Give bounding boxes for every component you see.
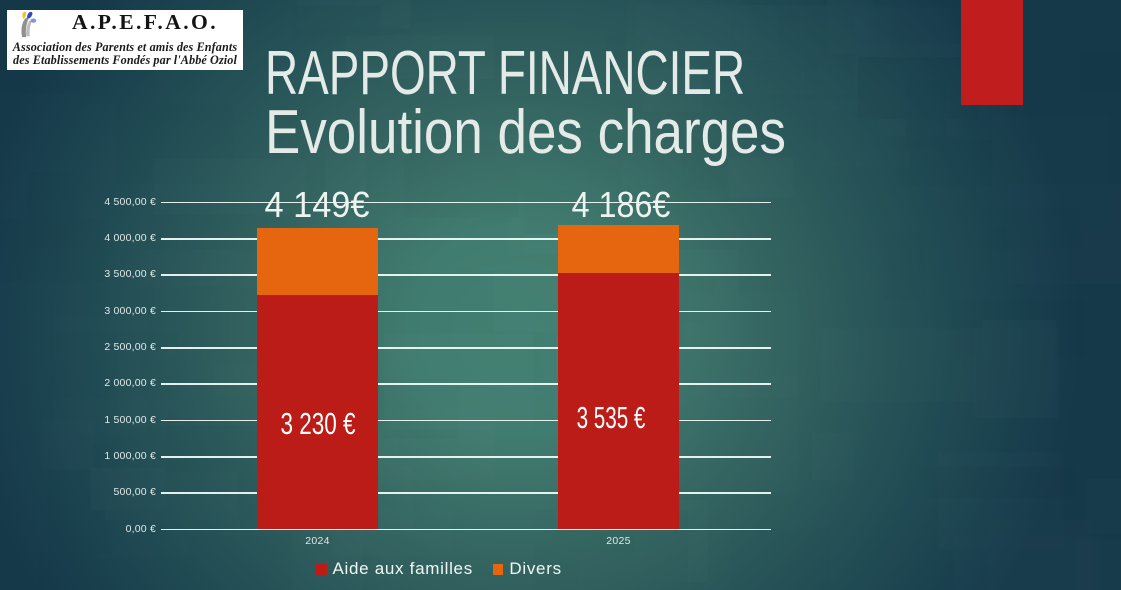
y-axis-tick-label: 3 500,00 € [104, 268, 156, 281]
bar-total-label: 4 149€ [264, 183, 370, 225]
y-axis-tick-label: 1 000,00 € [104, 450, 156, 463]
apefao-logo: A.P.E.F.A.O. Association des Parents et … [7, 10, 243, 70]
gridline [161, 456, 771, 458]
x-axis-tick-label: 2025 [606, 534, 631, 547]
y-axis-tick-label: 1 500,00 € [104, 413, 156, 426]
y-axis-tick-label: 4 000,00 € [104, 232, 156, 245]
legend-item-series2: Divers [492, 558, 562, 578]
y-axis-tick-label: 2 500,00 € [104, 341, 156, 354]
bar-segment-series1-2024 [257, 294, 378, 530]
bar-data-label: 3 230 € [280, 407, 356, 441]
bar-segment-series1-2025 [558, 272, 679, 530]
y-axis-tick-label: 2 000,00 € [104, 377, 156, 390]
gridline [161, 528, 771, 531]
y-axis-tick-label: 4 500,00 € [104, 195, 156, 208]
y-axis-tick-label: 500,00 € [113, 486, 156, 499]
legend-label: Aide aux familles [332, 558, 473, 578]
legend-item-series1: Aide aux familles [316, 560, 473, 577]
legend-label: Divers [509, 558, 562, 578]
gridline [161, 274, 771, 276]
bar-segment-series2-2025 [558, 225, 679, 273]
logo-figure-icon [17, 11, 38, 43]
gridline [161, 347, 771, 349]
x-axis-tick-label: 2024 [305, 534, 330, 547]
y-axis-tick-label: 0,00 € [125, 522, 156, 535]
slide-title-line1: RAPPORT FINANCIER [265, 38, 746, 108]
legend-swatch-icon [492, 564, 504, 575]
y-axis-tick-label: 3 000,00 € [104, 304, 156, 317]
gridline [161, 383, 771, 385]
gridline [161, 419, 771, 422]
gridline [161, 201, 771, 204]
chart-legend: Aide aux familles Divers [316, 560, 562, 577]
gridline [161, 492, 771, 494]
legend-swatch-icon [316, 564, 327, 575]
logo-subtitle-line2: des Etablissements Fondés par l'Abbé Ozi… [13, 52, 237, 67]
bar-data-label: 3 535 € [576, 401, 646, 435]
gridline [161, 238, 771, 240]
gridline [161, 310, 771, 313]
bar-segment-series2-2024 [257, 228, 378, 295]
logo-subtitle-line1: Association des Parents et amis des Enfa… [12, 39, 238, 54]
bar-total-label: 4 186€ [571, 183, 671, 225]
red-rectangle-decoration [961, 0, 1023, 105]
slide-title-line2: Evolution des charges [265, 98, 786, 168]
logo-acronym: A.P.E.F.A.O. [72, 10, 218, 34]
